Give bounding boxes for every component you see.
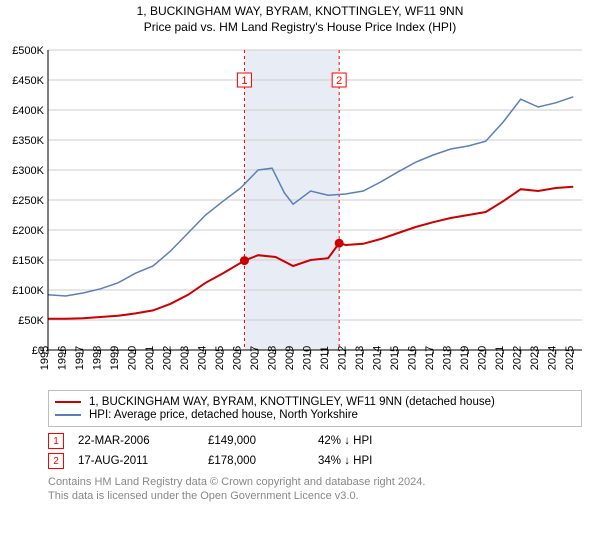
legend-swatch <box>55 401 81 403</box>
sale-marker-label: 1 <box>241 75 247 87</box>
x-axis-tick: 2007 <box>249 346 261 370</box>
sale-row: 1 22-MAR-2006£149,00042% ↓ HPI <box>48 433 582 449</box>
x-axis-tick: 2001 <box>144 346 156 370</box>
x-axis-tick: 2008 <box>267 346 279 370</box>
x-axis-tick: 2000 <box>127 346 139 370</box>
y-axis-tick: £50K <box>18 315 44 327</box>
attribution-footer: Contains HM Land Registry data © Crown c… <box>48 475 582 504</box>
price-chart: £0£50K£100K£150K£200K£250K£300K£350K£400… <box>0 40 600 384</box>
y-axis-tick: £250K <box>12 195 44 207</box>
x-axis-tick: 2004 <box>197 346 209 370</box>
x-axis-tick: 1997 <box>74 346 86 370</box>
x-axis-tick: 2022 <box>512 346 524 370</box>
y-axis-tick: £150K <box>12 255 44 267</box>
footer-line: Contains HM Land Registry data © Crown c… <box>48 475 582 489</box>
x-axis-tick: 2013 <box>354 346 366 370</box>
x-axis-tick: 2002 <box>162 346 174 370</box>
x-axis-tick: 1995 <box>39 346 51 370</box>
x-axis-tick: 2014 <box>372 346 384 370</box>
legend: 1, BUCKINGHAM WAY, BYRAM, KNOTTINGLEY, W… <box>48 390 582 427</box>
x-axis-tick: 2015 <box>389 346 401 370</box>
x-axis-tick: 2023 <box>529 346 541 370</box>
footer-line: This data is licensed under the Open Gov… <box>48 489 582 503</box>
legend-label: HPI: Average price, detached house, Nort… <box>89 409 358 421</box>
x-axis-tick: 2003 <box>179 346 191 370</box>
y-axis-tick: £450K <box>12 75 44 87</box>
legend-label: 1, BUCKINGHAM WAY, BYRAM, KNOTTINGLEY, W… <box>89 396 495 408</box>
sale-point <box>240 257 248 265</box>
sale-price: £178,000 <box>208 455 318 467</box>
sale-marker: 2 <box>48 453 64 469</box>
chart-title: 1, BUCKINGHAM WAY, BYRAM, KNOTTINGLEY, W… <box>0 4 600 18</box>
sale-date: 17-AUG-2011 <box>78 455 208 467</box>
sales-table: 1 22-MAR-2006£149,00042% ↓ HPI 2 17-AUG-201… <box>48 433 582 469</box>
x-axis-tick: 2021 <box>494 346 506 370</box>
sale-diff: 34% ↓ HPI <box>318 455 438 467</box>
sale-marker-label: 2 <box>336 75 342 87</box>
x-axis-tick: 2005 <box>214 346 226 370</box>
x-axis-tick: 2012 <box>337 346 349 370</box>
y-axis-tick: £300K <box>12 165 44 177</box>
x-axis-tick: 2016 <box>407 346 419 370</box>
x-axis-tick: 2025 <box>564 346 576 370</box>
legend-item: 1, BUCKINGHAM WAY, BYRAM, KNOTTINGLEY, W… <box>55 396 575 408</box>
x-axis-tick: 2024 <box>547 346 559 370</box>
y-axis-tick: £200K <box>12 225 44 237</box>
y-axis-tick: £400K <box>12 105 44 117</box>
x-axis-tick: 2017 <box>424 346 436 370</box>
x-axis-tick: 1996 <box>57 346 69 370</box>
x-axis-tick: 2010 <box>302 346 314 370</box>
x-axis-tick: 2018 <box>442 346 454 370</box>
y-axis-tick: £350K <box>12 135 44 147</box>
x-axis-tick: 1999 <box>109 346 121 370</box>
sale-price: £149,000 <box>208 435 318 447</box>
sale-point <box>335 239 343 247</box>
sale-marker: 1 <box>48 433 64 449</box>
x-axis-tick: 2020 <box>477 346 489 370</box>
legend-swatch <box>55 414 81 416</box>
x-axis-tick: 1998 <box>92 346 104 370</box>
y-axis-tick: £100K <box>12 285 44 297</box>
chart-subtitle: Price paid vs. HM Land Registry's House … <box>0 20 600 34</box>
sale-date: 22-MAR-2006 <box>78 435 208 447</box>
legend-item: HPI: Average price, detached house, Nort… <box>55 409 575 421</box>
x-axis-tick: 2019 <box>459 346 471 370</box>
sale-row: 2 17-AUG-2011£178,00034% ↓ HPI <box>48 453 582 469</box>
sale-diff: 42% ↓ HPI <box>318 435 438 447</box>
x-axis-tick: 2009 <box>284 346 296 370</box>
x-axis-tick: 2006 <box>232 346 244 370</box>
y-axis-tick: £500K <box>12 45 44 57</box>
